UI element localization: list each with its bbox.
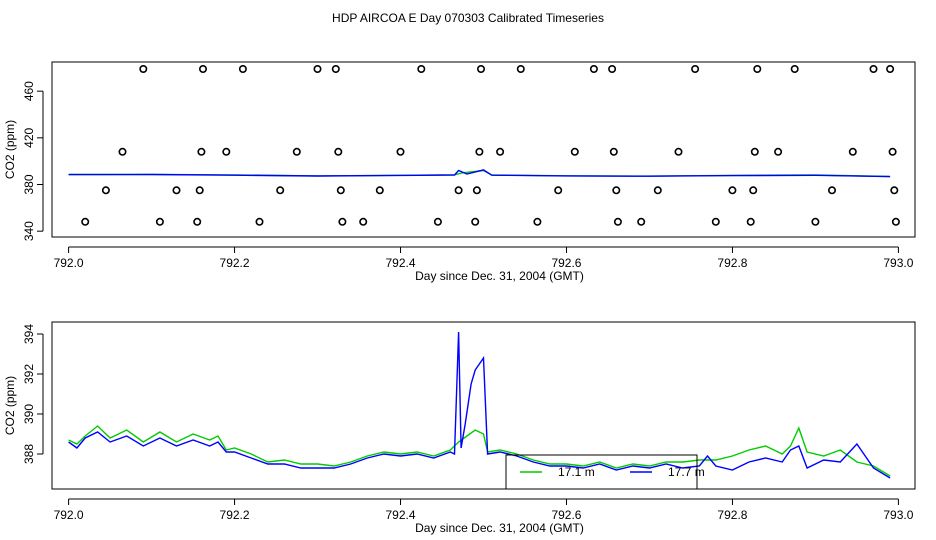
- y-tick-label: 390: [22, 404, 36, 424]
- y-tick-label: 380: [22, 174, 36, 194]
- data-point: [417, 65, 426, 74]
- data-point: [81, 217, 90, 226]
- data-point: [554, 186, 563, 195]
- data-point: [608, 65, 617, 74]
- x-tick-label: 792.4: [386, 256, 416, 270]
- data-point: [728, 186, 737, 195]
- data-point: [476, 65, 485, 74]
- data-point: [516, 65, 525, 74]
- data-point: [338, 217, 347, 226]
- data-point: [691, 65, 700, 74]
- data-point: [496, 147, 505, 156]
- data-point: [888, 147, 897, 156]
- data-point: [609, 147, 618, 156]
- data-point: [848, 147, 857, 156]
- data-point: [891, 217, 900, 226]
- bottom-panel: 792.0 792.2 792.4 792.6 792.8 793.0 Day since …: [3, 321, 916, 535]
- data-point: [869, 65, 878, 74]
- data-point: [890, 186, 899, 195]
- data-point: [749, 186, 758, 195]
- series-line-17-7-m: [68, 331, 891, 479]
- x-tick-label: 792.0: [54, 508, 84, 522]
- y-tick-label: 460: [22, 81, 36, 101]
- legend-label: 17.7 m: [668, 465, 705, 479]
- figure-title: HDP AIRCOA E Day 070303 Calibrated Times…: [332, 11, 604, 25]
- data-point: [472, 186, 481, 195]
- x-tick-label: 792.0: [54, 256, 84, 270]
- data-point: [886, 65, 895, 74]
- y-tick-label: 388: [22, 444, 36, 464]
- y-axis-label: CO2 (ppm): [3, 120, 17, 179]
- x-tick-label: 792.4: [386, 508, 416, 522]
- data-point: [313, 65, 322, 74]
- data-point: [811, 217, 820, 226]
- data-point: [193, 217, 202, 226]
- y-axis-label: CO2 (ppm): [3, 376, 17, 435]
- x-tick-label: 792.8: [717, 256, 747, 270]
- data-point: [790, 65, 799, 74]
- data-point: [589, 65, 598, 74]
- data-point: [637, 217, 646, 226]
- x-axis-label: Day since Dec. 31, 2004 (GMT): [415, 521, 584, 535]
- data-point: [155, 217, 164, 226]
- data-point: [653, 186, 662, 195]
- data-point: [238, 65, 247, 74]
- plot-frame: [51, 321, 916, 490]
- y-tick-label: 394: [22, 324, 36, 344]
- data-point: [711, 217, 720, 226]
- data-point: [336, 186, 345, 195]
- data-point: [101, 186, 110, 195]
- x-tick-label: 792.2: [220, 508, 250, 522]
- data-point: [331, 65, 340, 74]
- x-tick-label: 792.6: [551, 256, 581, 270]
- legend-label: 17.1 m: [558, 465, 595, 479]
- data-point: [276, 186, 285, 195]
- x-tick-label: 792.2: [220, 256, 250, 270]
- data-point: [827, 186, 836, 195]
- data-point: [454, 186, 463, 195]
- plot-frame: [51, 61, 916, 238]
- data-point: [674, 147, 683, 156]
- top-panel: 792.0 792.2 792.4 792.6 792.8 793.0 Day since …: [3, 61, 916, 283]
- series-line-3: [68, 169, 891, 178]
- data-point: [753, 65, 762, 74]
- legend-box: [505, 454, 698, 490]
- data-point: [292, 147, 301, 156]
- y-tick-label: 340: [22, 221, 36, 241]
- data-point: [433, 217, 442, 226]
- series-line-17-1-m: [68, 425, 891, 477]
- y-tick-label: 392: [22, 364, 36, 384]
- data-point: [197, 147, 206, 156]
- data-point: [613, 217, 622, 226]
- x-tick-label: 792.6: [551, 508, 581, 522]
- data-point: [750, 147, 759, 156]
- data-point: [255, 217, 264, 226]
- data-point: [222, 147, 231, 156]
- x-axis-label: Day since Dec. 31, 2004 (GMT): [415, 269, 584, 283]
- data-point: [139, 65, 148, 74]
- y-tick-label: 420: [22, 128, 36, 148]
- data-point: [359, 217, 368, 226]
- data-point: [533, 217, 542, 226]
- data-point: [746, 217, 755, 226]
- data-point: [774, 147, 783, 156]
- data-point: [396, 147, 405, 156]
- x-tick-label: 792.8: [717, 508, 747, 522]
- data-point: [195, 186, 204, 195]
- data-point: [475, 147, 484, 156]
- data-point: [471, 217, 480, 226]
- data-point: [570, 147, 579, 156]
- data-point: [612, 186, 621, 195]
- x-tick-label: 793.0: [883, 256, 913, 270]
- data-point: [375, 186, 384, 195]
- data-point: [334, 147, 343, 156]
- x-tick-label: 793.0: [883, 508, 913, 522]
- data-point: [118, 147, 127, 156]
- data-point: [172, 186, 181, 195]
- data-point: [199, 65, 208, 74]
